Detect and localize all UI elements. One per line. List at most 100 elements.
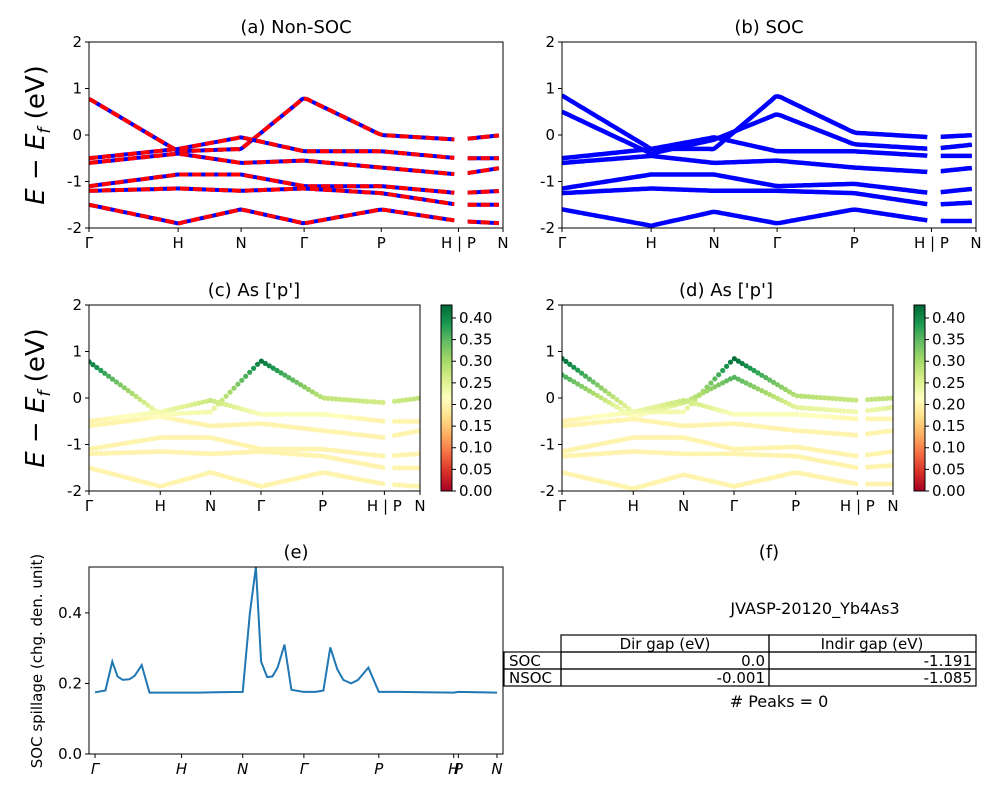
x-tick-label: P [318, 497, 327, 515]
projection-point [684, 405, 691, 411]
projection-point [731, 421, 738, 427]
projection-point [184, 410, 190, 416]
projection-point [712, 479, 718, 485]
projection-point [724, 363, 730, 369]
projection-point [356, 398, 362, 404]
projection-point [129, 413, 135, 419]
projection-point [364, 416, 370, 422]
projection-point [692, 451, 698, 457]
projection-point [677, 409, 683, 415]
projection-point [767, 411, 773, 417]
panel-c-colorbar: 0.00 0.05 0.10 0.15 0.20 0.25 0.30 0.35 0.40 [440, 304, 492, 500]
projection-point [649, 449, 655, 455]
projection-point [708, 422, 714, 428]
projection-point [113, 419, 119, 425]
projection-point [794, 453, 800, 459]
projection-point [790, 411, 796, 417]
colorbar-tick-label: 0.05 [459, 460, 492, 478]
projection-point [849, 452, 855, 458]
projection-point [180, 404, 186, 410]
projection-point [133, 412, 139, 418]
projection-point [747, 480, 753, 486]
projection-point [294, 451, 300, 457]
projection-point [172, 411, 178, 417]
projection-point [325, 470, 331, 476]
projection-point [739, 378, 745, 384]
projection-point [684, 398, 691, 404]
projection-point [215, 450, 221, 456]
projection-point [602, 388, 608, 394]
projection-point [786, 471, 792, 477]
projection-point [399, 452, 406, 458]
projection-point [356, 432, 362, 438]
projection-point [141, 416, 147, 422]
projection-point [716, 421, 722, 427]
projection-point [94, 445, 100, 451]
projection-point [586, 420, 593, 426]
projection-point [865, 416, 871, 422]
projection-point [125, 413, 131, 419]
projection-point [579, 421, 585, 427]
projection-point [141, 399, 147, 405]
projection-point [286, 375, 292, 381]
projection-point [661, 450, 667, 456]
projection-point [411, 483, 417, 489]
projection-point [833, 407, 839, 413]
projection-point [869, 464, 875, 470]
projection-point [313, 471, 319, 477]
projection-point [392, 418, 398, 424]
projection-point [243, 407, 249, 413]
projection-point [571, 417, 577, 423]
projection-point [708, 386, 714, 392]
projection-point [696, 402, 702, 408]
projection-point [196, 421, 202, 427]
projection-point [821, 475, 828, 481]
projection-point [156, 409, 163, 415]
projection-point [90, 422, 96, 428]
projection-point [814, 447, 820, 453]
projection-point [235, 477, 241, 483]
projection-point [262, 411, 268, 417]
panel-c-title: (c) As ['p'] [208, 280, 300, 301]
projection-point [94, 417, 100, 423]
projection-point [594, 414, 600, 420]
projection-point [204, 451, 210, 457]
projection-point [763, 390, 769, 396]
projection-point [117, 473, 123, 479]
projection-point [724, 378, 730, 384]
projection-point [872, 430, 879, 436]
x-tick-label: N [970, 234, 981, 252]
y-tick-label: -1 [67, 173, 82, 191]
projection-point [774, 452, 781, 458]
projection-point [751, 411, 757, 417]
panel-d-title: (d) As ['p'] [679, 280, 773, 301]
projection-point [747, 411, 753, 417]
projection-point [782, 444, 789, 450]
projection-point [798, 470, 804, 476]
projection-point [876, 416, 883, 422]
projection-point [117, 419, 123, 425]
panel-e-title: (e) [283, 542, 308, 563]
x-tick-label: P [374, 760, 384, 778]
projection-point [586, 476, 593, 482]
projection-point [364, 451, 370, 457]
projection-point [156, 448, 163, 455]
projection-point [231, 450, 237, 456]
projection-point [211, 405, 217, 411]
projection-point [567, 361, 573, 367]
projection-point [645, 409, 651, 416]
colorbar-tick-label: 0.10 [932, 439, 965, 457]
projection-point [368, 433, 374, 439]
projection-point [645, 449, 651, 455]
panel-a-title: (a) Non-SOC [240, 17, 351, 38]
projection-point [724, 409, 730, 415]
projection-point [254, 410, 261, 416]
projection-point [814, 413, 820, 419]
projection-point [298, 425, 304, 431]
projection-point [184, 418, 190, 425]
projection-point [798, 454, 804, 460]
projection-point [782, 386, 789, 392]
projection-point [325, 428, 331, 434]
projection-point [109, 420, 116, 426]
projection-point [700, 403, 706, 409]
